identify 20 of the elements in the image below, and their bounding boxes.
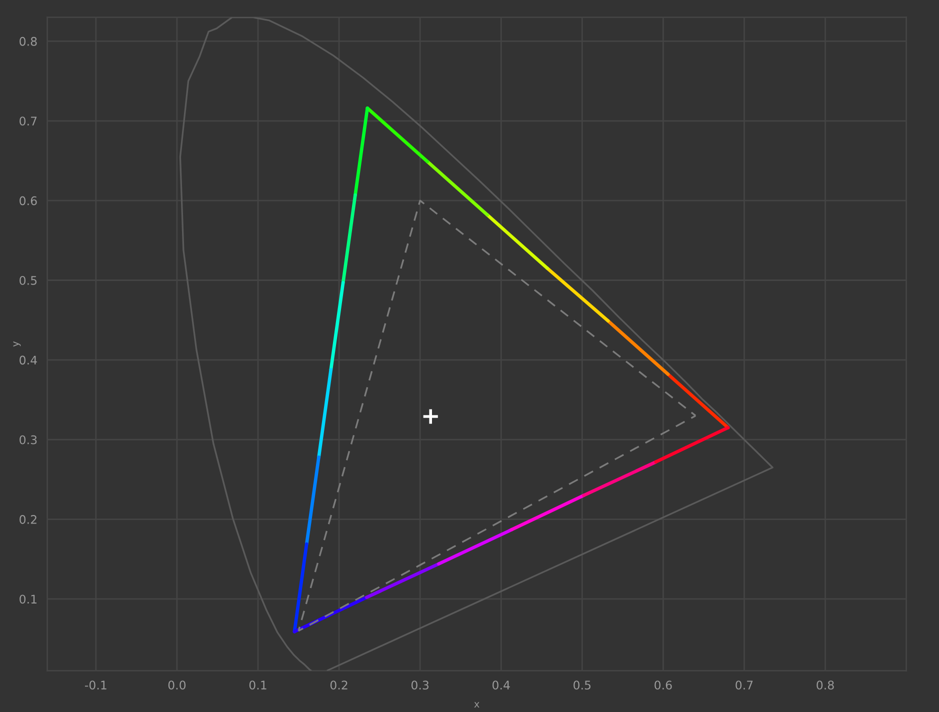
x-tick-label: -0.1 (84, 680, 106, 690)
x-tick-label: 0.3 (411, 680, 429, 690)
y-tick-label: 0.2 (20, 515, 36, 524)
x-tick-label: 0.2 (330, 680, 348, 690)
y-tick-label: 0.6 (20, 196, 37, 206)
y-tick-label: 0.4 (20, 356, 37, 365)
x-tick-label: 0.5 (574, 680, 591, 690)
x-tick-label: 0.7 (736, 680, 753, 690)
y-tick-label: 0.5 (20, 276, 37, 285)
x-tick-label: 0.0 (168, 680, 186, 690)
x-tick-label: 0.8 (816, 680, 834, 690)
x-axis-title: x (474, 702, 480, 708)
x-tick-label: 0.1 (249, 680, 266, 690)
y-tick-label: 0.7 (20, 116, 37, 126)
y-axis-title: y (13, 341, 21, 347)
y-tick-label: 0.1 (20, 594, 36, 604)
x-tick-label: 0.6 (654, 680, 672, 690)
y-tick-label: 0.8 (20, 36, 37, 46)
x-tick-label: 0.4 (492, 680, 510, 690)
y-tick-label: 0.3 (20, 435, 37, 444)
